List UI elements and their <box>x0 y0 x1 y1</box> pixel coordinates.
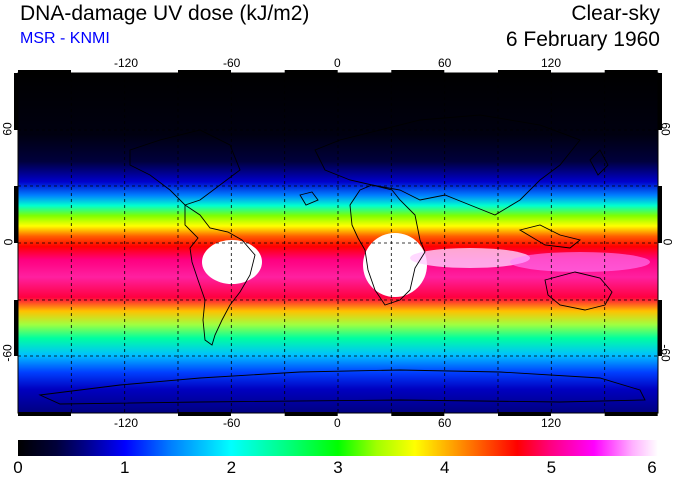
colorbar-label: 0 <box>13 458 23 477</box>
colorbar-label: 3 <box>333 458 343 477</box>
lon-tick-top: 60 <box>438 56 452 70</box>
sky-condition-label: Clear-sky <box>571 2 660 25</box>
lon-tick-top: 120 <box>541 56 562 70</box>
graticule <box>18 73 658 413</box>
colorbar-label: 5 <box>546 458 557 477</box>
continent-outlines <box>38 114 646 405</box>
colorbar-label: 6 <box>647 458 657 477</box>
date-label: 6 February 1960 <box>505 28 660 51</box>
frame-bars <box>14 70 662 416</box>
lon-tick-bottom: 60 <box>438 416 452 430</box>
lon-tick-bottom: -120 <box>114 416 139 430</box>
colorbar <box>18 440 658 456</box>
high-dose-africa <box>363 233 427 297</box>
lat-tick-right: 0 <box>660 238 675 246</box>
map-title: DNA-damage UV dose (kJ/m2) <box>20 2 310 25</box>
lat-tick-right: 60 <box>658 122 673 136</box>
lat-tick-left: -60 <box>0 344 15 362</box>
lat-tick-left: 60 <box>0 122 15 136</box>
lon-tick-bottom: 120 <box>541 416 562 430</box>
high-dose-south-america <box>202 240 262 284</box>
lon-tick-bottom: -60 <box>223 416 241 430</box>
lon-tick-bottom: 0 <box>334 416 341 430</box>
lat-tick-right: -60 <box>658 344 673 362</box>
colorbar-label: 2 <box>226 458 237 477</box>
colorbar-label: 4 <box>439 458 450 477</box>
lat-tick-left: 0 <box>1 238 16 246</box>
source-label: MSR - KNMI <box>20 30 110 47</box>
lon-tick-top: -60 <box>223 56 241 70</box>
high-dose-pacific <box>510 252 650 272</box>
colorbar-label: 1 <box>119 458 130 477</box>
lon-tick-top: 0 <box>334 56 341 70</box>
high-dose-indian-ocean <box>410 248 530 268</box>
lon-tick-top: -120 <box>114 56 139 70</box>
